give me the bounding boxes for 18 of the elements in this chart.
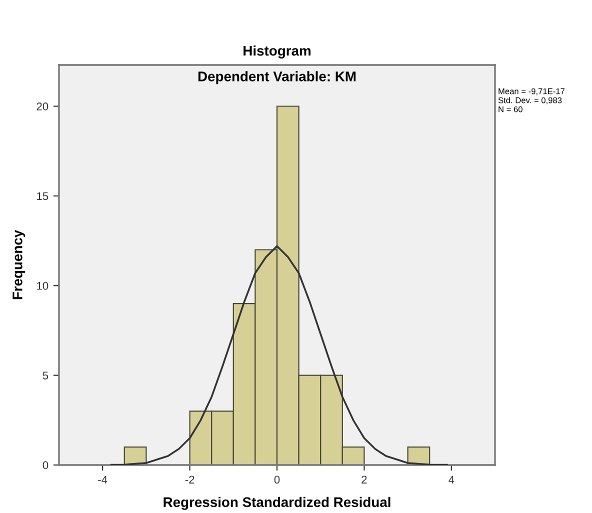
chart-title: Histogram [244, 45, 310, 59]
y-tick-label: 0 [42, 461, 48, 470]
x-tick-label: 4 [448, 476, 454, 484]
text: Mean = -9,71E-17 [498, 88, 565, 96]
chart-subtitle: Dependent Variable: KM [198, 71, 356, 84]
x-tick-label: -4 [98, 476, 108, 484]
y-axis-title: Frequency [12, 230, 26, 300]
x-tick-label: 0 [274, 476, 280, 484]
text: Std. Dev. = 0,983 [498, 97, 562, 104]
y-tick-label: 15 [37, 192, 48, 200]
line-series [110, 245, 448, 465]
x-tick-label: 2 [362, 476, 367, 484]
x-axis-title: Regression Standardized Residual [164, 496, 390, 510]
y-tick-label: 5 [42, 372, 48, 380]
y-tick-label: 20 [36, 102, 48, 110]
x-tick-label: -2 [185, 476, 194, 484]
text: N = 60 [498, 106, 522, 112]
y-tick-label: 10 [37, 282, 48, 290]
